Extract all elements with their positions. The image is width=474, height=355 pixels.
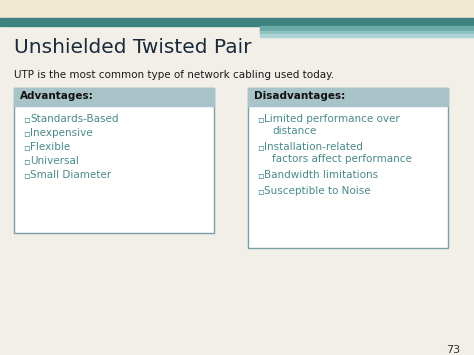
Text: ▫: ▫: [257, 142, 264, 152]
Text: ▫: ▫: [257, 186, 264, 196]
Text: ▫: ▫: [257, 114, 264, 124]
Bar: [260, 34, 474, 37]
Bar: [14, 88, 214, 233]
Bar: [0, 18, 474, 26]
Text: ▫: ▫: [23, 128, 29, 138]
Text: ▫: ▫: [23, 114, 29, 124]
Text: Unshielded Twisted Pair: Unshielded Twisted Pair: [14, 38, 252, 57]
Bar: [248, 88, 448, 248]
Text: 73: 73: [446, 345, 460, 355]
Text: Flexible: Flexible: [30, 142, 70, 152]
Bar: [0, 0, 474, 18]
Text: ▫: ▫: [23, 142, 29, 152]
Text: Standards-Based: Standards-Based: [30, 114, 118, 124]
Bar: [248, 88, 448, 106]
Text: ▫: ▫: [23, 170, 29, 180]
Text: Bandwidth limitations: Bandwidth limitations: [264, 170, 378, 180]
Text: Universal: Universal: [30, 156, 79, 166]
Text: Installation-related: Installation-related: [264, 142, 363, 152]
Text: UTP is the most common type of network cabling used today.: UTP is the most common type of network c…: [14, 70, 334, 80]
Bar: [260, 31, 474, 34]
Bar: [14, 88, 214, 106]
Text: ▫: ▫: [257, 170, 264, 180]
Text: factors affect performance: factors affect performance: [272, 154, 412, 164]
Text: ▫: ▫: [23, 156, 29, 166]
Text: Limited performance over: Limited performance over: [264, 114, 400, 124]
Text: Inexpensive: Inexpensive: [30, 128, 92, 138]
Text: Small Diameter: Small Diameter: [30, 170, 111, 180]
Text: Susceptible to Noise: Susceptible to Noise: [264, 186, 371, 196]
Text: distance: distance: [272, 126, 316, 136]
Text: Disadvantages:: Disadvantages:: [254, 91, 345, 101]
Bar: [260, 26, 474, 31]
Text: Advantages:: Advantages:: [20, 91, 94, 101]
